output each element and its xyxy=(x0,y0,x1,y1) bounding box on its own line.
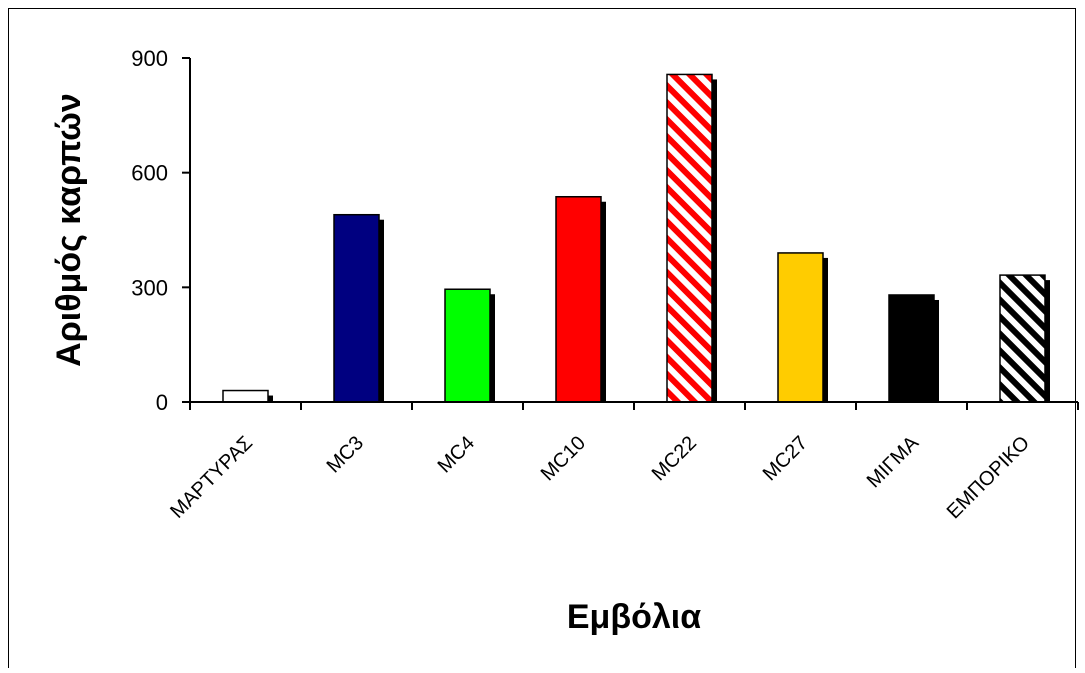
x-tick-label-2: MC4 xyxy=(434,432,479,477)
y-tick-label-0: 0 xyxy=(156,390,168,415)
chart-frame xyxy=(8,8,1076,668)
x-tick-label-5: MC27 xyxy=(759,432,812,485)
y-axis-title: Αριθμός καρπών xyxy=(50,93,88,367)
y-tick-label-2: 600 xyxy=(131,161,168,186)
x-tick-label-3: MC10 xyxy=(537,432,590,485)
bar-2 xyxy=(444,288,491,403)
bar-1 xyxy=(333,213,380,403)
bar-7 xyxy=(999,274,1046,403)
x-tick-label-7: ΕΜΠΟΡΙΚΟ xyxy=(943,432,1034,523)
x-tick-label-1: MC3 xyxy=(323,432,368,477)
y-tick-label-1: 300 xyxy=(131,275,168,300)
bar-5 xyxy=(777,252,824,403)
bar-0 xyxy=(222,389,269,403)
x-tick-label-6: ΜΙΓΜΑ xyxy=(863,432,924,493)
bar-3 xyxy=(555,195,602,403)
x-tick-label-0: ΜΑΡΤΥΡΑΣ xyxy=(166,432,257,523)
axes-group xyxy=(182,57,1079,410)
bar-6 xyxy=(888,294,935,403)
bar-4 xyxy=(666,73,713,403)
bars-group xyxy=(222,73,1050,403)
y-tick-label-3: 900 xyxy=(131,46,168,71)
x-tick-label-4: MC22 xyxy=(648,432,701,485)
x-axis-title: Εμβόλια xyxy=(567,598,701,636)
